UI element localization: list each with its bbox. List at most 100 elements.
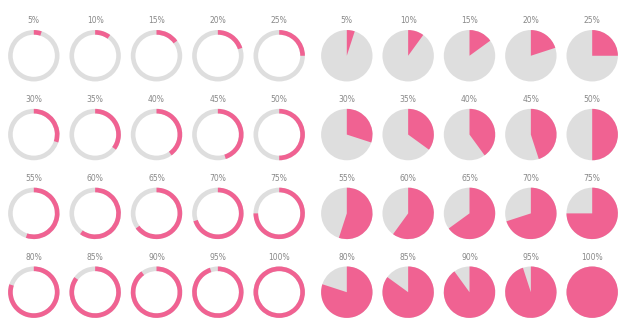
- Wedge shape: [26, 188, 59, 239]
- Wedge shape: [254, 188, 305, 239]
- Wedge shape: [279, 109, 305, 160]
- Wedge shape: [131, 30, 182, 82]
- Text: 95%: 95%: [523, 253, 539, 262]
- Wedge shape: [408, 30, 423, 56]
- Wedge shape: [449, 188, 495, 239]
- Wedge shape: [254, 188, 305, 239]
- Wedge shape: [567, 188, 618, 239]
- Wedge shape: [531, 30, 555, 56]
- Text: 75%: 75%: [271, 174, 287, 183]
- Wedge shape: [254, 109, 305, 160]
- Text: 5%: 5%: [341, 16, 353, 25]
- Wedge shape: [8, 266, 59, 318]
- Wedge shape: [34, 30, 42, 36]
- Wedge shape: [192, 266, 244, 318]
- Wedge shape: [254, 266, 305, 318]
- Text: 15%: 15%: [461, 16, 478, 25]
- Text: 55%: 55%: [339, 174, 355, 183]
- Text: 100%: 100%: [269, 253, 290, 262]
- Wedge shape: [131, 109, 182, 160]
- Text: 40%: 40%: [148, 95, 165, 104]
- Wedge shape: [567, 109, 618, 160]
- Text: 85%: 85%: [400, 253, 416, 262]
- Wedge shape: [8, 188, 59, 239]
- Wedge shape: [444, 188, 495, 239]
- Wedge shape: [136, 188, 182, 239]
- Wedge shape: [347, 109, 372, 142]
- Wedge shape: [505, 188, 557, 239]
- Wedge shape: [393, 188, 434, 239]
- Text: 70%: 70%: [210, 174, 226, 183]
- Wedge shape: [95, 109, 121, 150]
- Text: 15%: 15%: [148, 16, 165, 25]
- Text: 5%: 5%: [28, 16, 40, 25]
- Wedge shape: [192, 30, 244, 82]
- Wedge shape: [156, 30, 177, 43]
- Wedge shape: [279, 30, 305, 56]
- Text: 90%: 90%: [461, 253, 478, 262]
- Text: 10%: 10%: [400, 16, 416, 25]
- Text: 35%: 35%: [400, 95, 416, 104]
- Text: 40%: 40%: [461, 95, 478, 104]
- Wedge shape: [592, 30, 618, 56]
- Wedge shape: [382, 30, 434, 82]
- Wedge shape: [69, 109, 121, 160]
- Wedge shape: [131, 188, 182, 239]
- Wedge shape: [470, 30, 490, 56]
- Wedge shape: [505, 266, 557, 318]
- Wedge shape: [470, 109, 495, 155]
- Wedge shape: [506, 188, 557, 239]
- Wedge shape: [254, 30, 305, 82]
- Text: 60%: 60%: [400, 174, 416, 183]
- Text: 60%: 60%: [87, 174, 103, 183]
- Wedge shape: [192, 109, 244, 160]
- Wedge shape: [218, 30, 242, 49]
- Wedge shape: [193, 188, 244, 239]
- Text: 50%: 50%: [271, 95, 287, 104]
- Text: 20%: 20%: [210, 16, 226, 25]
- Wedge shape: [531, 109, 557, 159]
- Text: 50%: 50%: [584, 95, 600, 104]
- Text: 80%: 80%: [339, 253, 355, 262]
- Text: 30%: 30%: [339, 95, 355, 104]
- Wedge shape: [382, 266, 434, 318]
- Wedge shape: [444, 266, 495, 318]
- Wedge shape: [444, 266, 495, 318]
- Wedge shape: [80, 188, 121, 239]
- Wedge shape: [347, 30, 355, 56]
- Text: 65%: 65%: [461, 174, 478, 183]
- Wedge shape: [8, 109, 59, 160]
- Wedge shape: [8, 30, 59, 82]
- Text: 85%: 85%: [87, 253, 103, 262]
- Text: 100%: 100%: [582, 253, 603, 262]
- Wedge shape: [69, 266, 121, 318]
- Wedge shape: [505, 30, 557, 82]
- Wedge shape: [8, 266, 59, 318]
- Wedge shape: [34, 109, 59, 142]
- Wedge shape: [505, 266, 557, 318]
- Wedge shape: [95, 30, 110, 39]
- Wedge shape: [408, 109, 434, 150]
- Wedge shape: [69, 266, 121, 318]
- Wedge shape: [321, 266, 372, 318]
- Wedge shape: [444, 109, 495, 160]
- Wedge shape: [567, 30, 618, 82]
- Wedge shape: [156, 109, 182, 155]
- Text: 55%: 55%: [26, 174, 42, 183]
- Wedge shape: [339, 188, 372, 239]
- Wedge shape: [567, 266, 618, 318]
- Wedge shape: [505, 109, 557, 160]
- Text: 20%: 20%: [523, 16, 539, 25]
- Wedge shape: [382, 109, 434, 160]
- Text: 90%: 90%: [148, 253, 165, 262]
- Text: 75%: 75%: [584, 174, 600, 183]
- Wedge shape: [444, 30, 495, 82]
- Wedge shape: [69, 30, 121, 82]
- Wedge shape: [254, 266, 305, 318]
- Text: 10%: 10%: [87, 16, 103, 25]
- Wedge shape: [382, 266, 434, 318]
- Wedge shape: [567, 266, 618, 318]
- Wedge shape: [131, 266, 182, 318]
- Wedge shape: [192, 188, 244, 239]
- Text: 80%: 80%: [26, 253, 42, 262]
